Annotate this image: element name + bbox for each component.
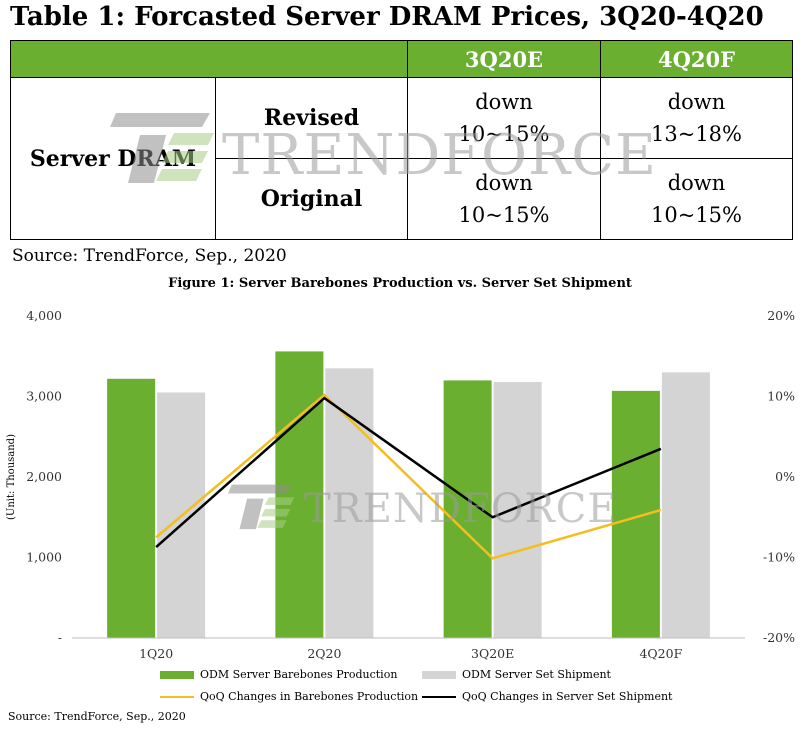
cell-line: down [475,171,533,195]
cell-line: down [667,90,726,114]
row-sublabel-original: Original [215,158,408,240]
table-row-revised: Server DRAM Revised down 10~15% down 13~… [10,77,793,240]
chart-source: Source: TrendForce, Sep., 2020 [8,710,186,723]
y2-tick-label: 10% [767,389,795,404]
legend-swatch [160,695,194,698]
cell-line: down [475,90,533,114]
bar [443,380,492,638]
table-header-row: 3Q20E 4Q20F [10,40,793,78]
legend-item-set-shipment: ODM Server Set Shipment [422,668,611,681]
legend-label: ODM Server Barebones Production [200,668,398,681]
cell-line: 13~18% [651,122,742,146]
y-tick-label: - [58,630,62,645]
y-tick-label: 2,000 [26,469,62,484]
cell-line: down [667,171,726,195]
bar [275,351,324,638]
table-source: Source: TrendForce, Sep., 2020 [12,246,287,266]
bar [325,368,374,638]
bar [661,372,710,638]
series-line [155,393,662,560]
cell-revised-4q20f: down 13~18% [600,77,793,159]
cell-line: 10~15% [458,203,550,227]
y-tick-label: 1,000 [26,550,62,565]
cell-original-3q20e: down 10~15% [407,158,601,240]
table-title: Table 1: Forcasted Server DRAM Prices, 3… [10,2,764,32]
header-cell-empty [10,40,408,78]
cell-revised-3q20e: down 10~15% [407,77,601,159]
y-axis-label: (Unit: Thousand) [6,434,17,520]
legend-swatch [160,670,194,679]
legend-item-barebones: ODM Server Barebones Production [160,668,397,681]
y2-tick-label: 0% [775,469,795,484]
legend-swatch [422,695,456,698]
y-tick-label: 4,000 [26,308,62,323]
x-tick-label: 4Q20F [639,646,682,661]
cell-line: 10~15% [651,203,742,227]
header-cell-4q20f: 4Q20F [600,40,793,78]
y2-tick-label: -10% [763,550,795,565]
table-row-original: Original down 10~15% down 10~15% [11,158,793,240]
bar [493,382,542,638]
header-cell-3q20e: 3Q20E [407,40,601,78]
legend-label: QoQ Changes in Server Set Shipment [462,690,673,703]
combo-chart: (Unit: Thousand) - 1,000 2,000 3,000 4,000 -20… [6,308,795,661]
x-tick-label: 1Q20 [139,646,173,661]
y-tick-label: 3,000 [26,389,62,404]
y2-tick-label: -20% [763,630,795,645]
y2-tick-label: 20% [767,308,795,323]
dram-price-table: 3Q20E 4Q20F Server DRAM Revised down 10~… [10,40,793,240]
x-tick-label: 3Q20E [471,646,514,661]
legend-item-qoq-barebones: QoQ Changes in Barebones Production [160,690,418,703]
series-line [155,396,662,548]
bar [611,390,660,638]
legend-label: QoQ Changes in Barebones Production [200,690,419,703]
legend-label: ODM Server Set Shipment [462,668,611,681]
legend-swatch [422,670,456,679]
bar [107,378,156,638]
legend-item-qoq-set-shipment: QoQ Changes in Server Set Shipment [422,690,672,703]
cell-original-4q20f: down 10~15% [600,158,793,240]
cell-line: 10~15% [458,122,550,146]
chart-title: Figure 1: Server Barebones Production vs… [168,276,632,291]
row-sublabel-revised: Revised [215,77,408,159]
x-tick-label: 2Q20 [307,646,341,661]
row-label-server-dram: Server DRAM [10,77,216,240]
